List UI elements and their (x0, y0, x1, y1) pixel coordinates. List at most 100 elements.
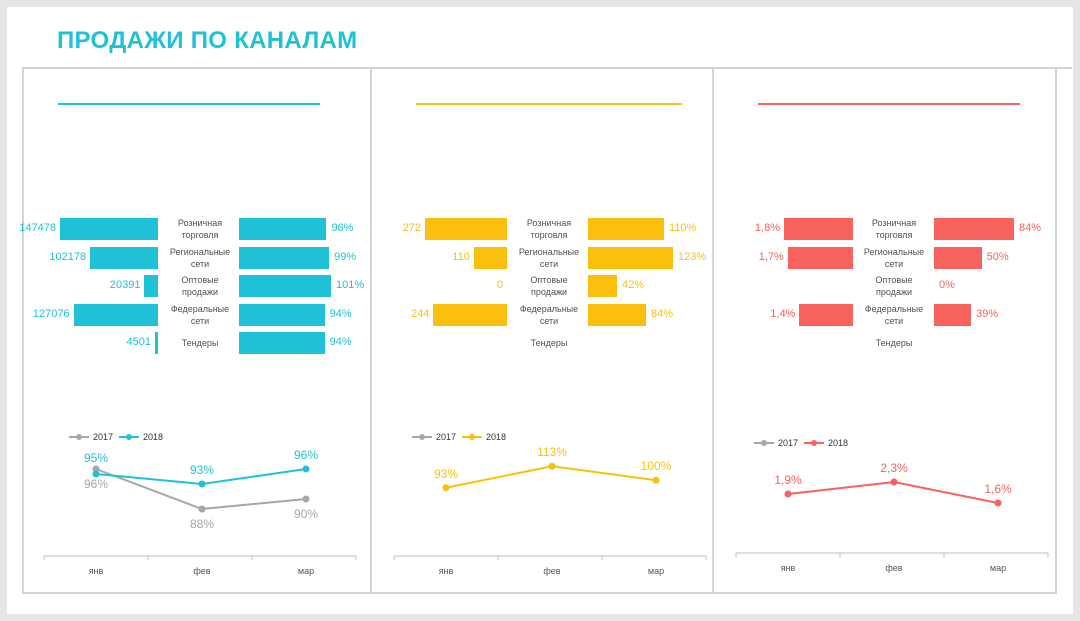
done-bar (239, 218, 327, 240)
done-bar (239, 332, 325, 354)
x-tick-label: янв (439, 566, 454, 576)
fact-bar-label: 1,7% (758, 251, 784, 263)
dashboard-canvas: ПРОДАЖИ ПО КАНАЛАМ Розничная торговля Реги… (7, 7, 1073, 614)
fact-bar (425, 218, 507, 240)
legend-marker (76, 434, 82, 440)
legend-marker (811, 440, 817, 446)
frame-divider (1055, 67, 1057, 594)
fact-bar (787, 247, 853, 269)
fact-bar (799, 304, 853, 326)
done-bar-label: 84% (651, 308, 674, 320)
frame-divider (22, 592, 1057, 594)
data-label: 100% (641, 459, 672, 473)
page-title: ПРОДАЖИ ПО КАНАЛАМ (57, 27, 358, 54)
channel-label: Федеральные сети (864, 304, 924, 326)
channel-label: Тендеры (530, 338, 568, 348)
channel-label: Региональные сети (169, 247, 231, 269)
done-bar-label: 84% (1019, 222, 1042, 234)
legend-marker (419, 434, 425, 440)
fact-bar-label: 272 (402, 222, 421, 234)
fact-bar (60, 218, 158, 240)
channel-label: Розничная торговля (177, 218, 223, 240)
channel-label: Федеральные сети (170, 304, 230, 326)
data-label: 88% (190, 517, 214, 531)
done-bar (934, 304, 972, 326)
data-label: 1,9% (774, 473, 802, 487)
data-point (442, 484, 450, 492)
panel-heading-underline (758, 103, 1020, 105)
x-tick-label: фев (885, 563, 902, 573)
done-bar (588, 304, 647, 326)
dynamics-line-chart: 2017 2018 янв фев мар 1,9% 2,3% 1,6% (735, 438, 1049, 573)
legend-label: 2017 (93, 432, 113, 442)
x-tick-label: фев (193, 566, 210, 576)
dynamics-line-chart: 2017 2018 янв фев мар 93% 113% 100% (393, 432, 707, 576)
channel-label: Тендеры (875, 338, 913, 348)
data-point (994, 499, 1002, 507)
dynamics-line-chart: 2017 2018 янв фев мар 96% 88% 90% 95% 93% 96% (43, 432, 357, 576)
data-label: 96% (294, 448, 318, 462)
legend-label: 2017 (778, 438, 798, 448)
data-point (890, 478, 898, 486)
fact-bar (473, 247, 507, 269)
done-bar-label: 110% (669, 222, 697, 234)
x-tick-label: мар (990, 563, 1006, 573)
data-point (198, 480, 206, 488)
frame-divider (22, 67, 24, 594)
done-bar (588, 218, 665, 240)
data-point (302, 465, 310, 473)
x-tick-label: мар (298, 566, 314, 576)
x-tick-label: янв (89, 566, 104, 576)
legend-label: 2018 (828, 438, 848, 448)
legend-marker (126, 434, 132, 440)
fact-bar-label: 244 (411, 308, 430, 320)
channel-label: Розничная торговля (526, 218, 572, 240)
frame-divider (22, 67, 1072, 69)
data-point (92, 465, 100, 473)
channel-label: Региональные сети (863, 247, 925, 269)
legend-label: 2017 (436, 432, 456, 442)
fact-bar-label: 127076 (32, 308, 70, 320)
data-point (198, 505, 206, 513)
channel-label: Розничная торговля (871, 218, 917, 240)
fact-bar-label: 110 (452, 251, 470, 263)
channel-label: Региональные сети (518, 247, 580, 269)
data-label: 95% (84, 451, 108, 465)
done-bar-label: 94% (329, 336, 352, 348)
fact-bar-label: 4501 (126, 336, 151, 348)
fact-bar-label: 147478 (19, 222, 56, 234)
done-bar-label: 0% (939, 279, 955, 291)
data-point (92, 470, 100, 478)
legend-label: 2018 (143, 432, 163, 442)
frame-divider (370, 67, 372, 592)
panel-heading-underline (416, 103, 682, 105)
fact-bar-label: 1,4% (770, 308, 796, 320)
done-bar-label: 39% (976, 308, 999, 320)
fact-bar (90, 247, 158, 269)
legend-marker (761, 440, 767, 446)
fact-bar (155, 332, 158, 354)
done-bar (239, 275, 331, 297)
data-point (548, 462, 556, 470)
data-point (302, 495, 310, 503)
fact-bar-label: 20391 (109, 279, 141, 291)
data-label: 96% (84, 477, 108, 491)
legend-marker (469, 434, 475, 440)
channel-label: Федеральные сети (519, 304, 579, 326)
fact-bar (144, 275, 158, 297)
x-tick-label: фев (543, 566, 560, 576)
done-bar-label: 94% (329, 308, 352, 320)
data-label: 2,3% (880, 461, 908, 475)
x-tick-label: янв (781, 563, 796, 573)
x-tick-label: мар (648, 566, 664, 576)
frame-divider (712, 67, 714, 592)
data-label: 1,6% (984, 482, 1012, 496)
done-bar (588, 247, 673, 269)
done-bar-label: 123% (678, 251, 707, 263)
fact-bar-label: 1,8% (754, 222, 780, 234)
channel-label: Оптовые продажи (875, 275, 913, 297)
data-label: 93% (190, 463, 214, 477)
fact-bar-label: 0 (496, 279, 503, 291)
data-label: 113% (537, 445, 567, 459)
data-label: 93% (434, 467, 458, 481)
